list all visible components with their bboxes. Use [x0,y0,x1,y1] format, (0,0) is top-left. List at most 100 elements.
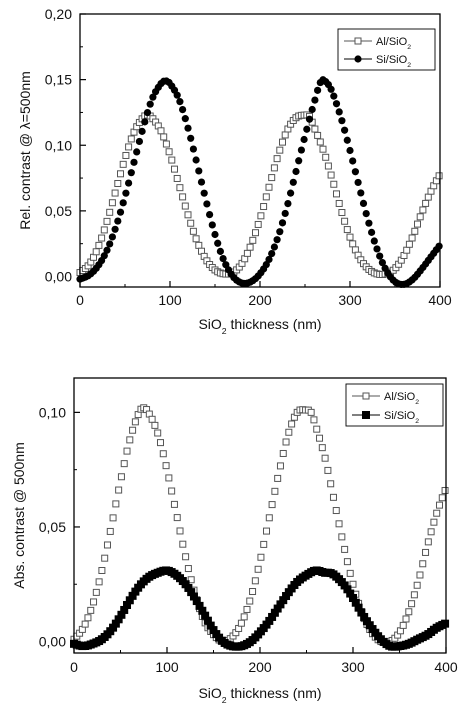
data-point [365,219,373,227]
data-point [362,209,370,218]
data-point [176,184,184,192]
data-point [187,576,195,584]
data-point [203,200,211,208]
data-point [314,86,322,94]
data-point [354,178,362,187]
data-point [318,444,326,452]
data-point [84,614,92,622]
data-point [359,199,368,208]
data-point [268,174,276,182]
data-point [131,418,139,426]
data-point [100,252,108,260]
legend-marker [354,55,362,63]
series-si-sio2 [70,566,450,651]
legend-box [337,28,436,71]
data-point [403,246,411,254]
data-point [170,500,178,508]
data-point [108,233,116,241]
data-point [257,212,265,220]
data-point [370,237,378,245]
data-point [349,240,357,248]
data-point [135,137,143,146]
data-point [179,193,187,201]
data-point [179,540,187,548]
data-point [332,507,340,515]
data-point [419,560,427,568]
data-point [373,245,381,253]
x-axis-title: SiO2 thickness (nm) [198,685,321,704]
data-point [206,210,214,219]
legend-label: Si/SiO2 [384,410,419,425]
data-point [338,209,346,217]
data-point [281,131,289,139]
data-point [214,239,222,247]
plot-area [70,404,450,651]
data-point [287,189,295,197]
data-point [114,217,122,225]
data-point [378,258,386,267]
data-point [422,199,430,207]
y-tick-label: 0,00 [39,634,66,650]
data-point [103,217,111,225]
data-point [405,240,413,248]
data-point [368,228,376,236]
top-chart: 0 100 200 300 400 0,00 0,05 0,10 0,15 0,20 SiO2 th… [17,6,452,336]
data-point [310,416,318,424]
data-point [115,486,123,494]
data-point [376,252,384,260]
data-point [243,249,251,257]
data-point [279,138,286,146]
data-point [276,146,284,154]
x-axis-title: SiO2 thickness (nm) [198,316,321,336]
data-point [103,541,111,549]
legend-marker [354,37,362,45]
data-point [303,125,311,133]
x-tick-label: 300 [338,292,362,308]
data-point [154,429,162,437]
data-point [327,171,335,179]
data-point [184,211,192,219]
data-point [116,208,125,216]
data-point [182,553,190,561]
data-point [254,220,262,228]
data-point [351,168,359,176]
data-point [311,96,319,104]
legend-item: Si/SiO2 [352,410,419,425]
data-point [101,554,109,562]
data-point [270,243,278,251]
data-point [184,124,192,132]
data-point [208,221,216,229]
data-point [322,153,330,161]
data-point [92,588,100,596]
series-al-sio2 [76,111,443,279]
y-tick-label: 0,00 [45,269,72,285]
data-point [211,230,219,239]
data-point [265,183,273,191]
data-point [109,514,117,522]
data-point [343,558,351,566]
data-point [200,189,208,197]
data-point [330,180,338,188]
data-point [305,115,314,123]
data-point [149,93,157,101]
data-point [106,240,114,248]
data-point [260,540,268,548]
data-point [184,565,192,573]
data-point [416,213,424,221]
data-point [243,605,251,613]
data-point [416,571,424,579]
data-point [270,164,278,172]
data-point [349,580,357,588]
data-point [195,167,203,175]
data-point [338,533,346,541]
data-point [399,621,407,629]
data-point [130,158,138,166]
data-point [268,249,276,258]
data-point [187,219,195,227]
data-point [284,200,292,208]
data-point [330,92,338,100]
data-point [87,606,95,614]
data-point [120,460,128,468]
data-point [81,620,89,628]
legend-marker [362,411,370,419]
